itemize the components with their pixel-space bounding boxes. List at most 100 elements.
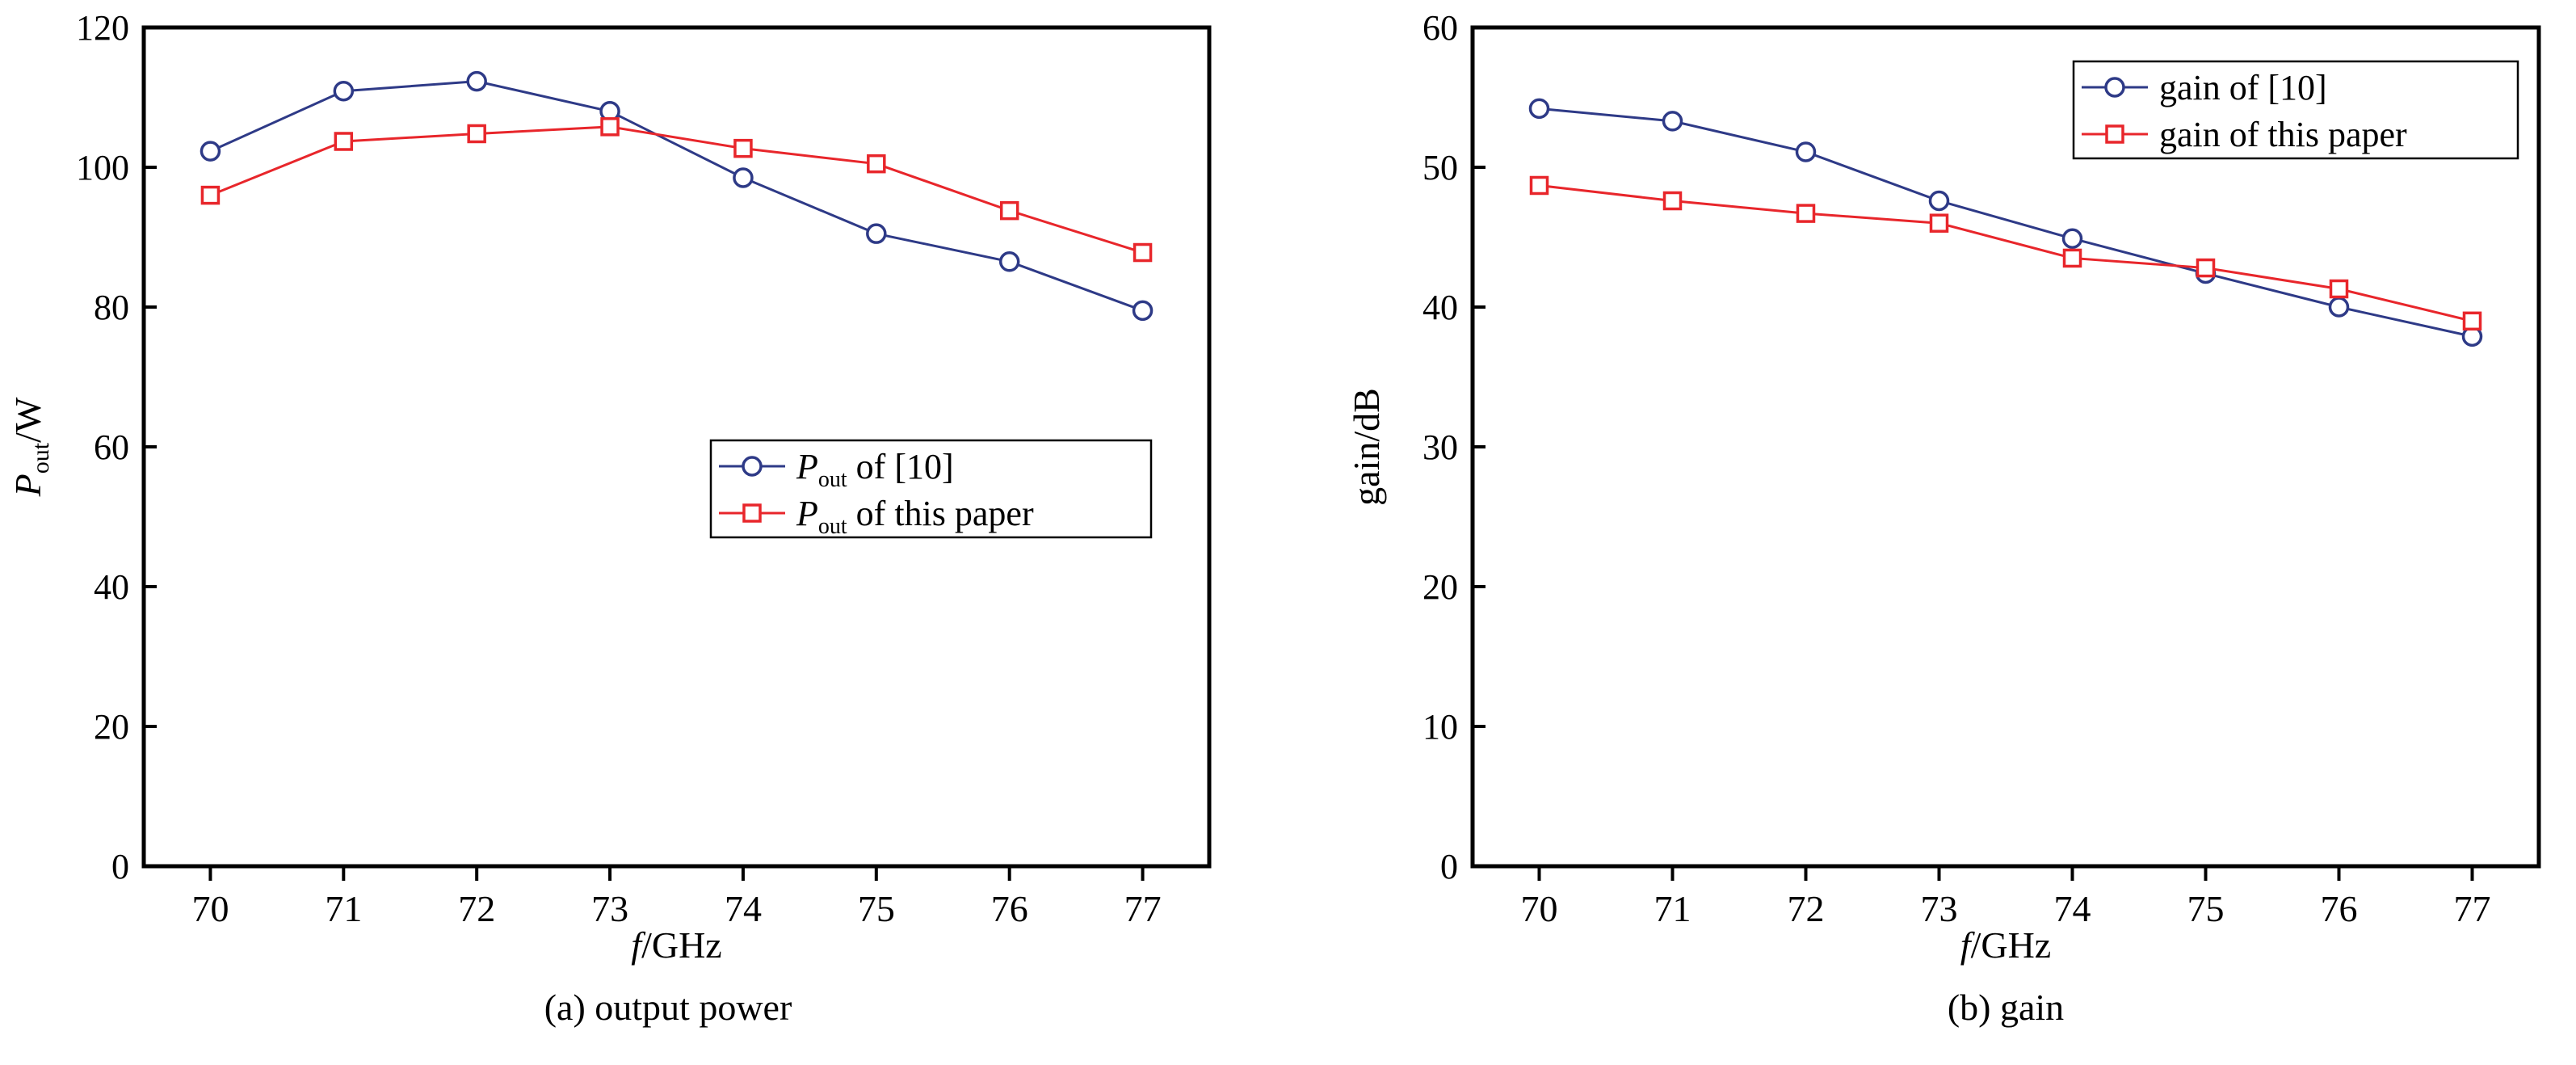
x-tick-label: 72 [458,888,495,929]
data-point-square [1529,175,1549,196]
data-point-square [1133,242,1153,263]
y-tick-label: 0 [1440,847,1458,886]
data-point-square [2329,279,2349,299]
x-tick-label: 74 [2054,888,2091,929]
legend-marker-circle [2104,77,2125,98]
y-tick-label: 60 [94,427,129,467]
data-point-square [733,138,753,158]
y-tick-label: 40 [1422,288,1458,327]
data-point-circle [1662,111,1683,132]
x-tick-label: 70 [191,888,229,929]
legend-label: gain of [10] [2159,68,2327,107]
data-point-square [2462,311,2482,331]
data-point-square [2062,248,2082,268]
figure-caption: (b) gain [1948,987,2064,1028]
legend-marker-square [742,503,762,523]
data-point-square [467,124,486,144]
series-line [1539,107,2473,338]
chart-output-power: 0 20 40 60 80 100 120 70 71 72 73 74 75 76 77 f/GHz Pout… [7,8,1212,1028]
x-tick-label: 77 [1124,888,1162,929]
chart-gain: 0 10 20 30 40 50 60 70 71 72 73 74 75 76 77 f/GHz gain/d… [1346,8,2541,1028]
x-tick-label: 72 [1788,888,1825,929]
x-axis-label-unit: /GHz [1971,924,2052,966]
legend-item: gain of [10] [2082,68,2327,107]
x-tick-label: 71 [325,888,362,929]
y-axis-label-sub: out [27,442,54,474]
x-tick-label: 77 [2454,888,2491,929]
y-tick-label: 100 [76,148,129,187]
x-tick-label: 76 [991,888,1028,929]
series-reference [200,70,1154,322]
x-tick-label: 76 [2321,888,2358,929]
legend-box [2072,60,2519,160]
legend-label-rest: of this paper [847,494,1034,533]
data-point-circle [998,251,1020,272]
y-tick-label: 10 [1422,707,1458,747]
y-axis-label-main: gain/dB [1346,388,1387,506]
y-tick-label: 30 [1422,427,1458,467]
data-point-circle [200,141,221,162]
data-point-square [334,132,354,151]
y-axis-label-unit: /W [7,397,48,443]
legend: Pout of [10]Pout of this paper [709,439,1153,539]
x-tick-label: 71 [1654,888,1691,929]
x-axis-label: f/GHz [1960,924,2051,966]
x-axis-label: f/GHz [631,924,721,966]
data-point-circle [1928,190,1950,212]
legend-label-main: gain of this paper [2159,115,2407,154]
legend-label: Pout of [10] [796,447,954,492]
data-point-circle [2061,228,2083,249]
y-tick-label: 0 [111,847,129,886]
y-tick-label: 80 [94,288,129,327]
series-line [209,125,1144,254]
legend-label-sub: out [818,467,847,492]
y-tick-label: 50 [1422,148,1458,187]
legend-item: Pout of [10] [719,447,954,492]
legend-label-rest: of [10] [847,447,954,486]
x-tick-label: 73 [1921,888,1958,929]
legend-label: gain of this paper [2159,115,2407,154]
y-tick-label: 40 [94,567,129,607]
data-point-square [867,154,886,174]
legend-label-sub: out [818,514,847,539]
legend-item: Pout of this paper [719,494,1034,539]
series-line [1539,183,2473,322]
legend-label-main: gain of [10] [2159,68,2327,107]
x-tick-label: 75 [2187,888,2225,929]
data-point-circle [466,70,487,92]
x-tick-label: 74 [725,888,762,929]
legend-label: Pout of this paper [796,494,1034,539]
legend-item: gain of this paper [2082,115,2407,154]
legend: gain of [10] gain of this paper [2072,60,2519,160]
x-tick-label: 70 [1521,888,1558,929]
data-point-circle [2328,297,2350,318]
data-point-square [2196,258,2216,278]
y-tick-label: 20 [94,707,129,747]
data-point-square [1662,191,1683,211]
y-axis-label: Pout/W [7,397,54,497]
y-axis-label: gain/dB [1346,388,1387,506]
data-point-circle [733,167,754,188]
data-point-circle [1528,98,1550,120]
legend-box [709,439,1153,539]
legend-label-main: P [796,447,818,486]
figure-caption: (a) output power [544,987,792,1028]
x-axis-label-unit: /GHz [641,924,722,966]
data-point-square [1796,204,1816,223]
series-this-paper [200,117,1153,263]
data-point-circle [333,80,355,102]
series-line [209,80,1144,312]
legend-label-main: P [796,494,818,533]
y-axis-label-main: P [7,474,48,497]
y-tick-label: 60 [1422,8,1458,48]
y-tick-label: 20 [1422,567,1458,607]
y-tick-label: 120 [76,8,129,48]
x-tick-label: 73 [591,888,628,929]
x-tick-label: 75 [858,888,895,929]
data-point-circle [1132,300,1154,322]
data-point-circle [1795,141,1817,162]
data-point-square [1929,213,1949,233]
data-point-square [600,117,620,137]
data-point-square [200,185,221,205]
